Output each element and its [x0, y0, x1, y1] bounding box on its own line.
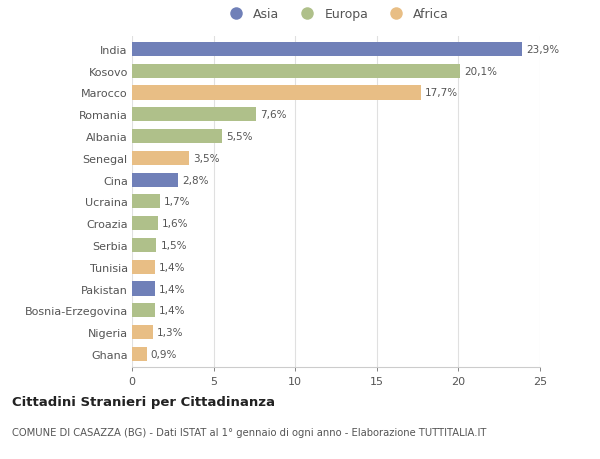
Bar	[132, 64, 460, 78]
Text: 1,4%: 1,4%	[159, 284, 185, 294]
Bar	[132, 217, 158, 231]
Text: 1,3%: 1,3%	[157, 327, 184, 337]
Bar	[132, 173, 178, 187]
Text: 1,4%: 1,4%	[159, 262, 185, 272]
Bar	[132, 86, 421, 101]
Text: 1,7%: 1,7%	[164, 197, 190, 207]
Text: COMUNE DI CASAZZA (BG) - Dati ISTAT al 1° gennaio di ogni anno - Elaborazione TU: COMUNE DI CASAZZA (BG) - Dati ISTAT al 1…	[12, 427, 487, 437]
Bar	[132, 260, 155, 274]
Bar	[132, 347, 146, 361]
Bar	[132, 303, 155, 318]
Bar	[132, 238, 157, 252]
Text: 1,6%: 1,6%	[162, 218, 188, 229]
Text: 17,7%: 17,7%	[425, 88, 458, 98]
Text: 1,4%: 1,4%	[159, 306, 185, 316]
Text: 1,5%: 1,5%	[161, 241, 187, 251]
Text: 20,1%: 20,1%	[464, 67, 497, 77]
Bar	[132, 325, 153, 340]
Bar	[132, 195, 160, 209]
Bar	[132, 43, 522, 57]
Text: 3,5%: 3,5%	[193, 153, 220, 163]
Text: 5,5%: 5,5%	[226, 132, 253, 142]
Legend: Asia, Europa, Africa: Asia, Europa, Africa	[221, 6, 452, 24]
Text: 23,9%: 23,9%	[526, 45, 559, 55]
Bar	[132, 108, 256, 122]
Text: 7,6%: 7,6%	[260, 110, 287, 120]
Bar	[132, 282, 155, 296]
Text: 0,9%: 0,9%	[151, 349, 177, 359]
Text: 2,8%: 2,8%	[182, 175, 208, 185]
Bar	[132, 129, 222, 144]
Text: Cittadini Stranieri per Cittadinanza: Cittadini Stranieri per Cittadinanza	[12, 395, 275, 408]
Bar	[132, 151, 189, 166]
